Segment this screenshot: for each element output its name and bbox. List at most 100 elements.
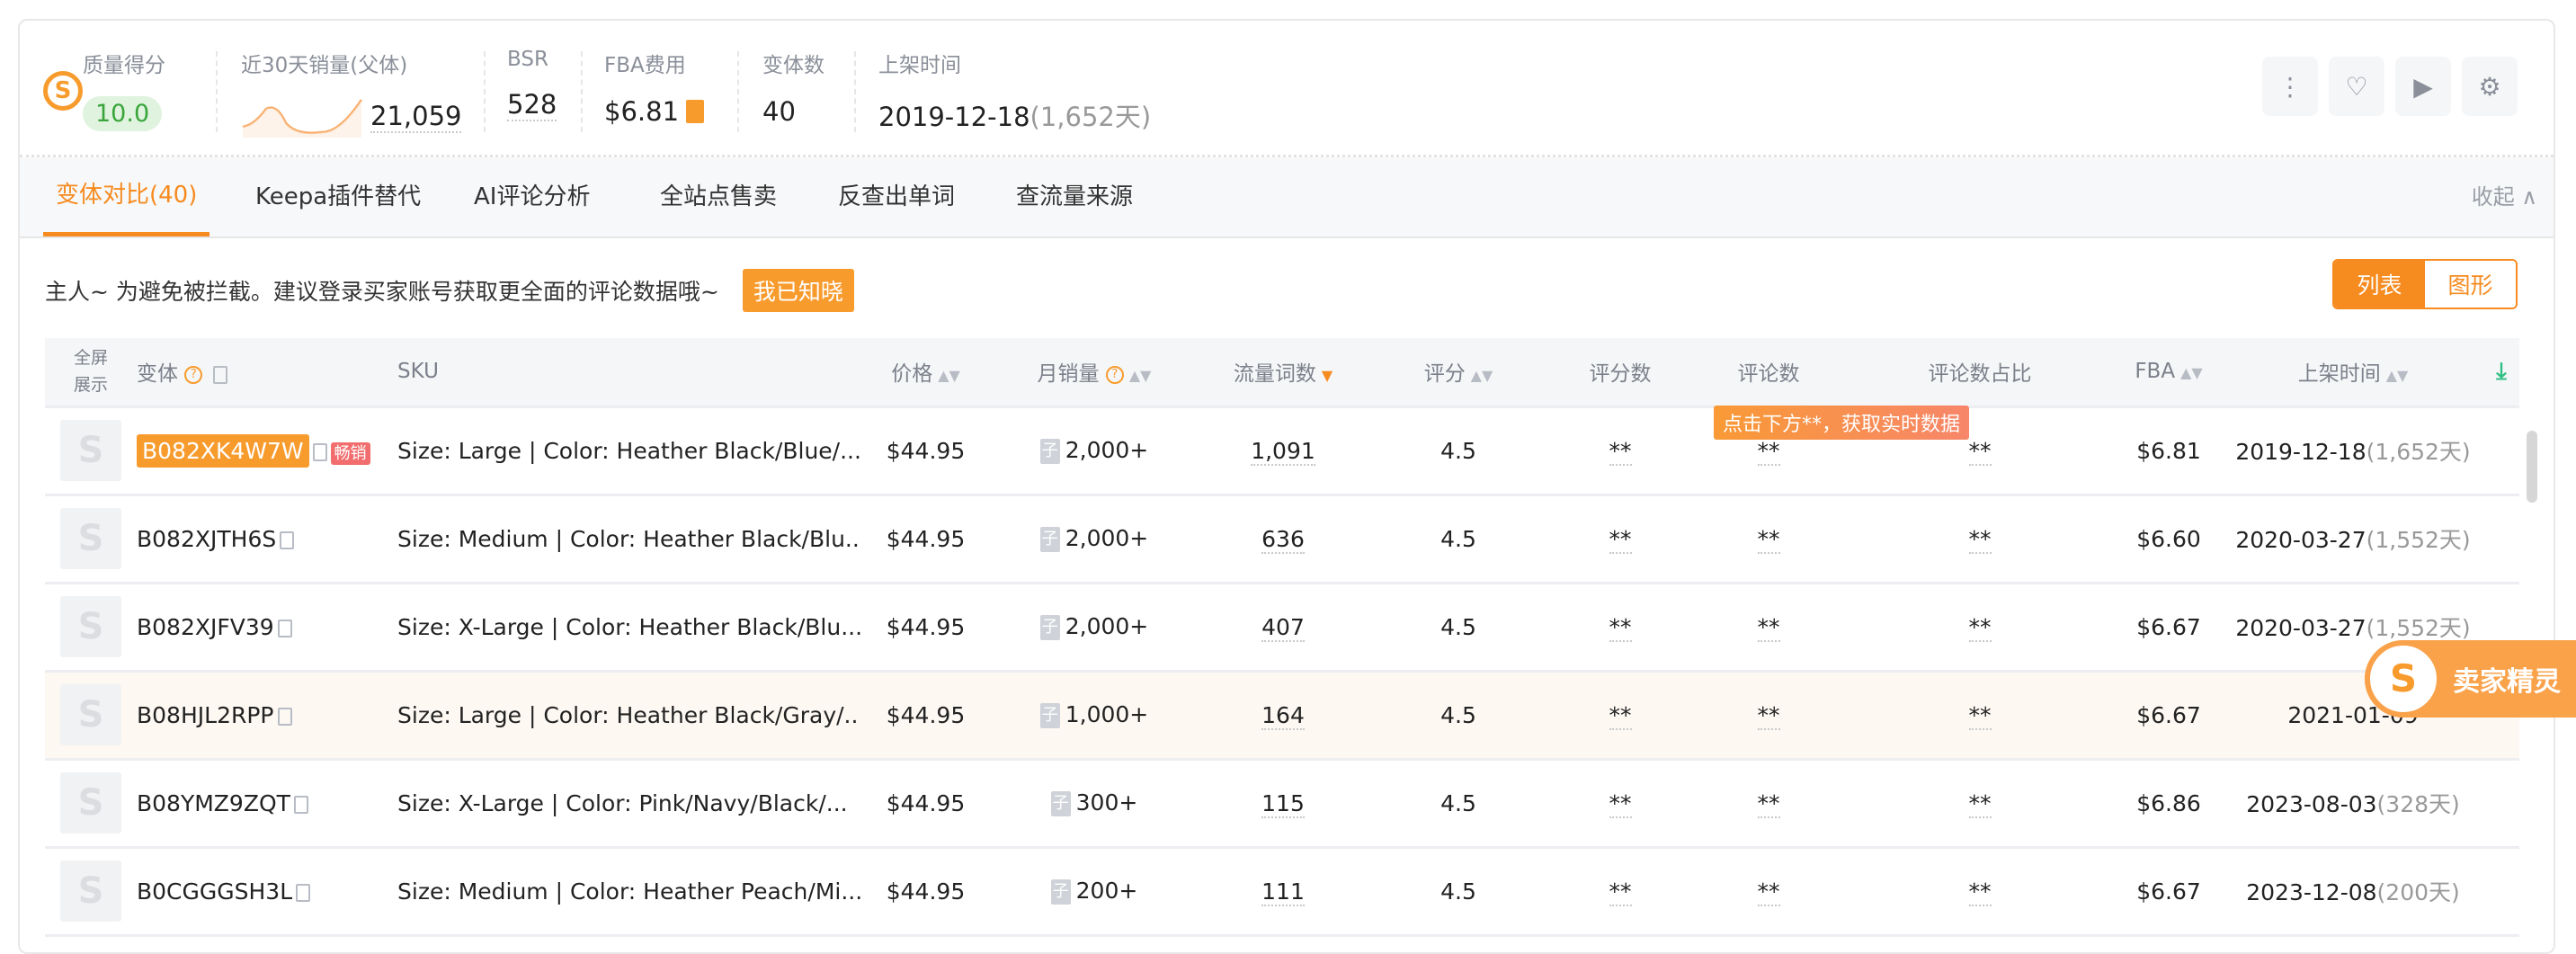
rating-count-cell: ** (1548, 759, 1692, 849)
chart-view-button[interactable]: 图形 (2425, 261, 2516, 308)
col-listed[interactable]: 上架时间 ▲▼ (2223, 338, 2483, 408)
sales-cell: 子 2,000+ (991, 495, 1198, 584)
listed-cell: 2020-03-27(1,552天) (2223, 583, 2483, 673)
price-cell: $44.95 (860, 583, 991, 673)
asin-link[interactable]: B0CGGGSH3L (137, 878, 293, 905)
help-icon[interactable]: ? (184, 365, 203, 384)
tab-ai-reviews[interactable]: AI评论分析 (474, 183, 591, 210)
tab-all-sites[interactable]: 全站点售卖 (660, 183, 778, 210)
tab-traffic-source[interactable]: 查流量来源 (1016, 183, 1134, 210)
traffic-words-cell: 1,091 (1198, 406, 1368, 496)
copy-icon[interactable] (280, 530, 295, 549)
product-thumbnail[interactable]: S (60, 596, 121, 657)
copy-icon[interactable] (312, 442, 327, 461)
col-monthly-sales[interactable]: 月销量 ? ▲▼ (991, 338, 1198, 408)
settings-button[interactable]: ⚙ (2462, 57, 2518, 116)
quality-score-badge: 10.0 (83, 96, 163, 131)
list-view-button[interactable]: 列表 (2334, 261, 2425, 308)
rating-count-cell: ** (1548, 583, 1692, 673)
thumb-cell[interactable]: S (45, 583, 137, 673)
thumb-cell[interactable]: S (45, 847, 137, 937)
bsr-value[interactable]: 528 (507, 89, 557, 121)
calculator-icon[interactable] (686, 100, 705, 123)
copy-icon[interactable] (277, 619, 292, 637)
tab-reverse-keywords[interactable]: 反查出单词 (838, 183, 956, 210)
table-row: S B082XJTH6S Size: Medium | Color: Heath… (45, 495, 2519, 584)
thumb-cell[interactable]: S (45, 759, 137, 849)
rating-cell: 4.5 (1368, 671, 1548, 761)
sub-variant-badge: 子 (1039, 703, 1060, 728)
col-variant: 变体 ? (137, 338, 397, 408)
col-fba[interactable]: FBA ▲▼ (2115, 338, 2223, 408)
thumb-cell[interactable]: S (45, 671, 137, 761)
col-rating-count: 评分数 (1548, 338, 1692, 408)
thumb-cell[interactable]: S (45, 406, 137, 496)
sku-cell: Size: X-Large | Color: Heather Black/Blu… (397, 583, 860, 673)
price-cell: $44.95 (860, 671, 991, 761)
fba-cell: $6.67 (2115, 583, 2223, 673)
seller-sprite-floating-button[interactable]: S 卖家精灵 (2365, 640, 2576, 718)
tab-keepa[interactable]: Keepa插件替代 (255, 183, 422, 210)
sku-cell: Size: X-Large | Color: Pink/Navy/Black/.… (397, 759, 860, 849)
product-thumbnail[interactable]: S (60, 420, 121, 481)
listed-cell: 2020-03-27(1,552天) (2223, 495, 2483, 584)
collapse-button[interactable]: 收起 ∧ (2471, 184, 2537, 210)
price-cell: $44.95 (860, 847, 991, 937)
stat-listed: 上架时间 2019-12-18(1,652天) (878, 54, 1152, 132)
copy-all-icon[interactable] (212, 365, 227, 384)
product-thumbnail[interactable]: S (60, 860, 121, 922)
rating-cell: 4.5 (1368, 495, 1548, 584)
asin-link[interactable]: B082XK4W7W (137, 433, 309, 468)
rating-count-cell: ** (1548, 406, 1692, 496)
table-scrollbar[interactable] (2527, 431, 2537, 503)
product-thumbnail[interactable]: S (60, 508, 121, 569)
sub-variant-badge: 子 (1039, 615, 1060, 640)
more-button[interactable]: ⋮ (2262, 57, 2318, 116)
favorite-button[interactable]: ♡ (2329, 57, 2384, 116)
table-row: S B08YMZ9ZQT Size: X-Large | Color: Pink… (45, 759, 2519, 849)
tab-bar: 变体对比(40) Keepa插件替代 AI评论分析 全站点售卖 反查出单词 查流… (20, 157, 2554, 238)
bestseller-badge: 畅销 (330, 441, 370, 465)
col-traffic-words[interactable]: 流量词数 ▼ (1198, 338, 1368, 408)
video-button[interactable]: ▶ (2395, 57, 2451, 116)
review-ratio-cell: ** (1845, 495, 2115, 584)
listed-cell: 2019-12-18(1,652天) (2223, 406, 2483, 496)
chevron-up-icon: ∧ (2521, 184, 2537, 210)
stat-sales-30d: 近30天销量(父体) 21,059 (241, 48, 462, 138)
price-cell: $44.95 (860, 495, 991, 584)
product-thumbnail[interactable]: S (60, 772, 121, 834)
rating-count-cell: ** (1548, 495, 1692, 584)
copy-icon[interactable] (277, 707, 292, 726)
col-price[interactable]: 价格 ▲▼ (860, 338, 991, 408)
table-row: S B08HJL2RPP Size: Large | Color: Heathe… (45, 671, 2519, 761)
table-row: S B0CGGGSH3L Size: Medium | Color: Heath… (45, 847, 2519, 937)
sales-30d-value[interactable]: 21,059 (370, 101, 462, 133)
acknowledge-button[interactable]: 我已知晓 (742, 269, 854, 312)
col-fullscreen[interactable]: 全屏展示 (45, 338, 137, 408)
asin-link[interactable]: B082XJFV39 (137, 613, 274, 640)
review-ratio-cell: ** (1845, 847, 2115, 937)
review-count-cell: ** (1692, 847, 1845, 937)
copy-icon[interactable] (296, 883, 311, 902)
rating-cell: 4.5 (1368, 759, 1548, 849)
col-sku: SKU (397, 338, 860, 408)
tab-variant-compare[interactable]: 变体对比(40) (43, 157, 210, 236)
product-thumbnail[interactable]: S (60, 684, 121, 745)
video-icon: ▶ (2413, 71, 2433, 102)
col-rating[interactable]: 评分 ▲▼ (1368, 338, 1548, 408)
asin-link[interactable]: B08YMZ9ZQT (137, 789, 290, 816)
fba-cell: $6.60 (2115, 495, 2223, 584)
traffic-words-cell: 111 (1198, 847, 1368, 937)
sales-cell: 子 300+ (991, 759, 1198, 849)
copy-icon[interactable] (293, 795, 308, 814)
download-button[interactable]: ⤓ (2483, 338, 2519, 408)
sub-variant-badge: 子 (1050, 879, 1071, 905)
help-icon[interactable]: ? (1105, 365, 1124, 384)
thumb-cell[interactable]: S (45, 495, 137, 584)
asin-link[interactable]: B082XJTH6S (137, 525, 277, 552)
sku-cell: Size: Large | Color: Heather Black/Blue/… (397, 406, 860, 496)
realtime-data-tooltip: 点击下方**，获取实时数据 (1714, 406, 1970, 440)
asin-link[interactable]: B08HJL2RPP (137, 701, 274, 728)
sub-variant-badge: 子 (1039, 527, 1060, 552)
table-row: S B082XK4W7W 畅销 Size: Large | Color: Heat… (45, 406, 2519, 496)
